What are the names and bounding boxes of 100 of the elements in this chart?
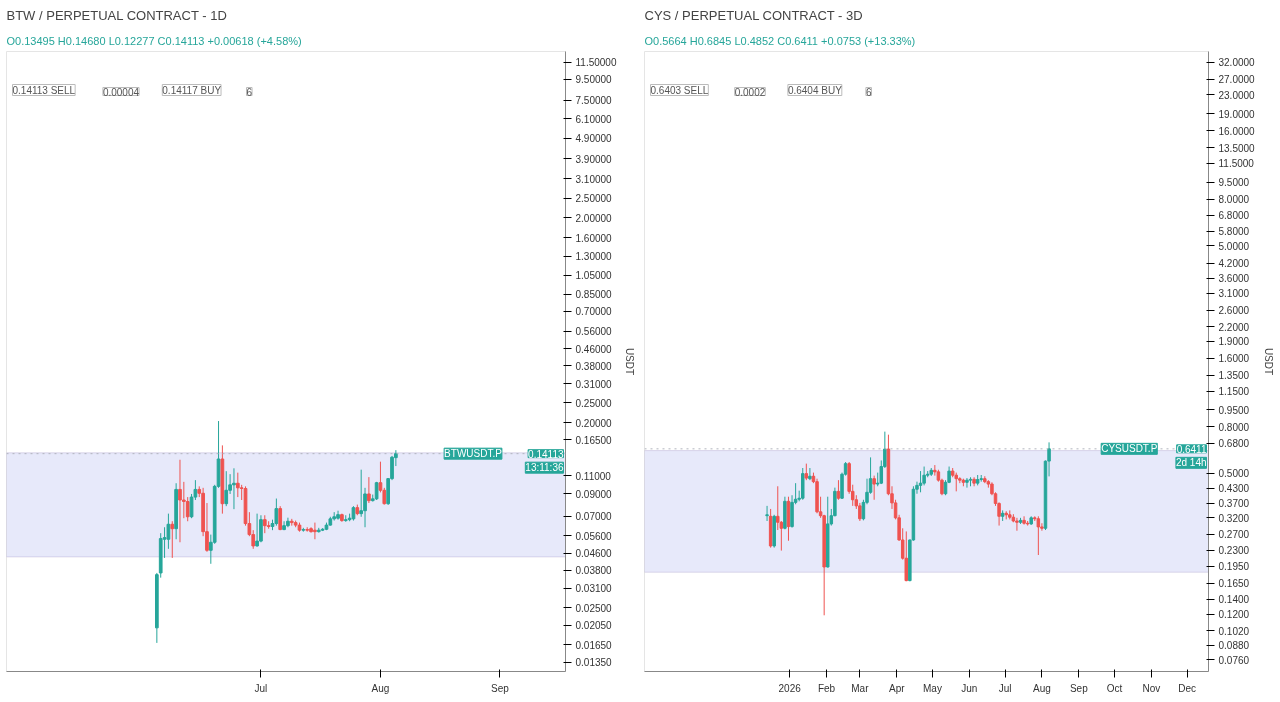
y-tick-label: 16.0000 [1218,125,1256,137]
x-tick-label: May [923,682,942,694]
y-tick-label: 1.1500 [1218,386,1250,398]
candlestick [235,472,240,498]
y-tick-label: 1.30000 [575,251,613,263]
y-tick-label: 0.3200 [1218,512,1250,524]
annotation: 0.6403 SELL [650,84,709,96]
y-tick-label: 0.8000 [1218,421,1250,433]
chart-subtitle: O0.13495 H0.14680 L0.12277 C0.14113 +0.00618 (+4.58%) [6,34,302,47]
annotation: 0.14117 BUY [162,84,222,96]
y-tick-label: 3.90000 [575,153,613,165]
y-tick-label: 0.0760 [1218,654,1250,666]
annotation: 2d 14h [1175,457,1207,469]
y-tick-label: 1.9000 [1218,336,1250,348]
y-tick-label: 0.1650 [1218,578,1250,589]
y-tick-label: 6.10000 [575,113,613,125]
y-tick-label: 5.0000 [1218,240,1250,252]
x-tick-label: Apr [888,682,906,694]
y-tick-label: 0.6800 [1218,438,1250,450]
y-tick-label: 0.2300 [1218,545,1250,557]
candlestick [313,522,317,540]
y-tick-label: 0.03100 [575,583,613,595]
candlestick [224,470,229,507]
x-tick-label: Dec [1178,682,1196,694]
y-tick-label: 1.3500 [1218,370,1250,382]
candlestick [965,477,969,489]
y-tick-label: 3.1000 [1218,288,1250,300]
y-tick-label: 0.01650 [575,639,613,651]
y-tick-label: 0.04600 [575,548,613,560]
y-tick-label: 0.1950 [1218,561,1250,573]
annotation: 13:11:36 [525,462,564,474]
x-tick-label: Aug [371,682,390,694]
x-tick-label: Sep [491,682,510,694]
y-tick-label: 11.50000 [575,57,617,69]
y-tick-label: 6.8000 [1218,210,1250,222]
annotation: 6 [246,86,253,98]
y-tick-label: 0.85000 [575,289,613,301]
candlestick [765,505,769,522]
annotation: 0.6411 [1176,443,1207,455]
y-tick-label: 0.25000 [575,397,613,409]
x-tick-label: 2026 [778,682,802,694]
y-tick-label: 3.10000 [575,173,613,185]
y-tick-label: 0.46000 [575,343,613,355]
y-tick-label: 9.50000 [575,74,613,86]
y-tick-label: 0.16500 [575,434,613,446]
y-tick-label: 32.0000 [1218,57,1256,69]
ref-line-label: BTWUSDT.P [444,448,503,460]
y-tick-label: 13.5000 [1218,142,1256,154]
y-tick-label: 3.6000 [1218,273,1250,285]
y-tick-label: 2.50000 [575,193,613,205]
x-tick-label: Nov [1142,682,1161,694]
y-tick-label: 0.01350 [575,657,613,669]
x-tick-label: Feb [817,682,836,694]
y-tick-label: 1.6000 [1218,353,1250,365]
y-tick-label: 2.2000 [1218,321,1250,333]
x-tick-label: Sep [1069,682,1089,694]
y-tick-label: 4.90000 [575,133,613,145]
chart-subtitle: O0.5664 H0.6845 L0.4852 C0.6411 +0.0753 (+13.33%) [644,34,916,47]
y-tick-label: 0.9500 [1218,404,1250,416]
candlestick [255,513,259,548]
candlestick [178,459,182,543]
y-tick-label: 0.20000 [575,417,613,429]
y-tick-label: 0.2700 [1218,529,1250,541]
y-tick-label: 0.5000 [1218,468,1250,480]
ref-line-label: CYSUSDT.P [1101,443,1158,455]
y-tick-label: 23.0000 [1218,89,1256,101]
x-tick-label: Mar [851,682,870,694]
annotation: 6 [865,86,872,98]
x-tick-label: Jul [254,682,268,694]
y-tick-label: 0.4300 [1218,483,1250,495]
candlestick [259,514,263,543]
y-tick-label: 0.56000 [575,326,613,338]
candlestick [954,472,958,492]
y-tick-label: 0.02500 [575,602,613,614]
x-tick-label: Jun [961,682,978,694]
candlestick [872,475,876,501]
y-tick-label: 1.05000 [575,270,613,282]
chart-title: CYS / PERPETUAL CONTRACT - 3D [644,7,863,23]
y-tick-label: 0.1020 [1218,625,1250,637]
y-tick-label: 0.11000 [575,470,612,482]
y-tick-label: 0.31000 [575,378,613,390]
candlestick [170,520,175,559]
candlestick [367,476,371,504]
y-tick-label: 0.03800 [575,565,613,577]
y-axis-title: USDT [624,347,636,376]
y-tick-label: 27.0000 [1218,74,1256,86]
y-tick-label: 0.1400 [1218,594,1250,606]
chart-title: BTW / PERPETUAL CONTRACT - 1D [6,7,227,23]
x-tick-label: Jul [998,682,1012,694]
y-axis-title: USDT [1262,347,1274,376]
y-tick-label: 0.0880 [1218,640,1250,652]
candlestick [185,496,190,522]
y-tick-label: 0.1200 [1218,609,1250,621]
y-tick-label: 7.50000 [575,95,613,107]
annotation: 0.6404 BUY [787,84,843,96]
y-tick-label: 0.38000 [575,360,613,372]
y-tick-label: 0.07000 [575,511,613,523]
y-tick-label: 11.5000 [1218,158,1255,170]
y-tick-label: 1.60000 [575,232,613,244]
annotation: 0.00004 [102,86,140,98]
